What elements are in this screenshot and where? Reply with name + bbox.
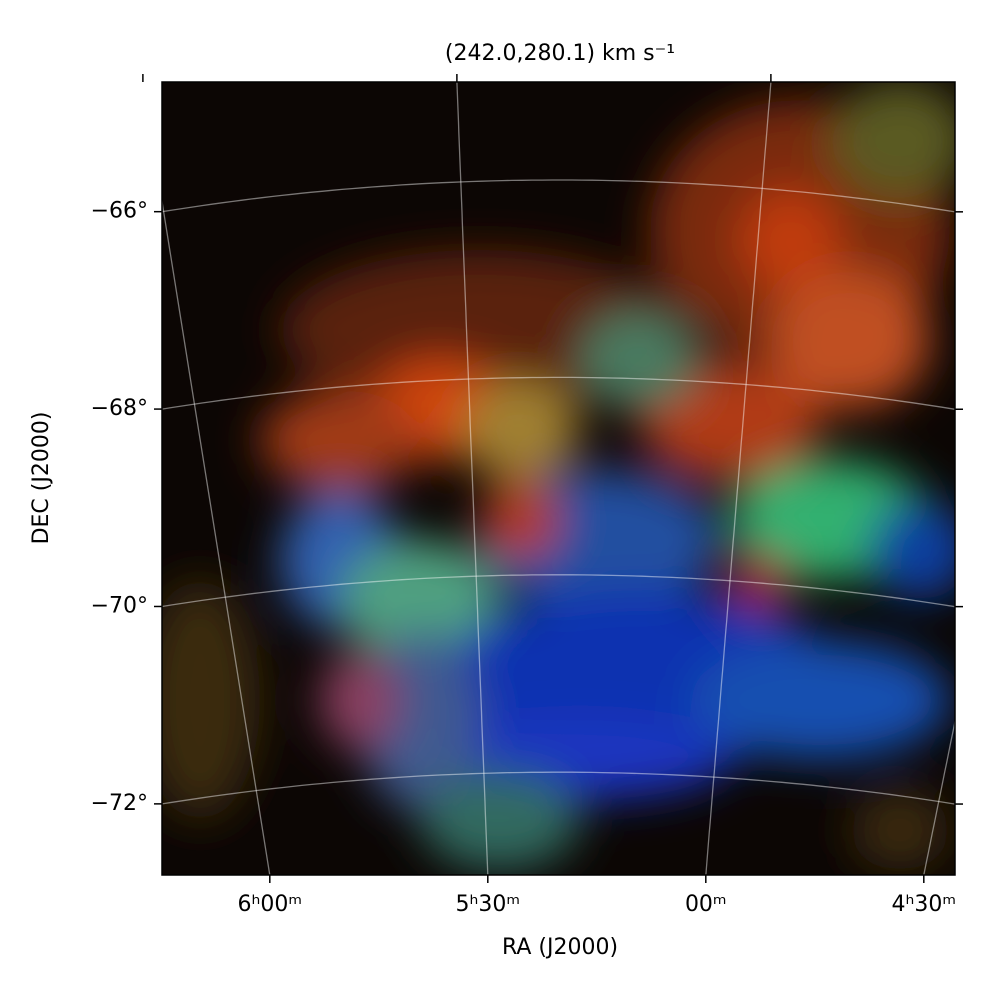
chart-title: (242.0,280.1) km s⁻¹ — [445, 41, 675, 66]
image — [162, 82, 955, 875]
grid-line — [162, 574, 955, 608]
y-axis-label: DEC (J2000) — [29, 412, 54, 545]
grid-line — [162, 179, 955, 213]
x-tick-label: 4ʰ30ᵐ — [892, 892, 957, 917]
grid-line — [162, 771, 955, 805]
grid-line — [162, 197, 271, 875]
grid-line — [923, 718, 955, 875]
x-tick-label: 00ᵐ — [685, 892, 727, 917]
y-tick-label: −72° — [91, 791, 148, 816]
y-tick-label: −70° — [91, 593, 148, 618]
frame — [161, 81, 956, 876]
y-tick-label: −68° — [91, 396, 148, 421]
x-tick-label: 6ʰ00ᵐ — [238, 892, 303, 917]
y-tick-label: −66° — [91, 199, 148, 224]
grid-line — [705, 82, 772, 875]
grid-line — [456, 82, 489, 875]
grid-line — [162, 376, 955, 410]
x-axis-label: RA (J2000) — [502, 935, 618, 960]
x-tick-label: 5ʰ30ᵐ — [456, 892, 521, 917]
